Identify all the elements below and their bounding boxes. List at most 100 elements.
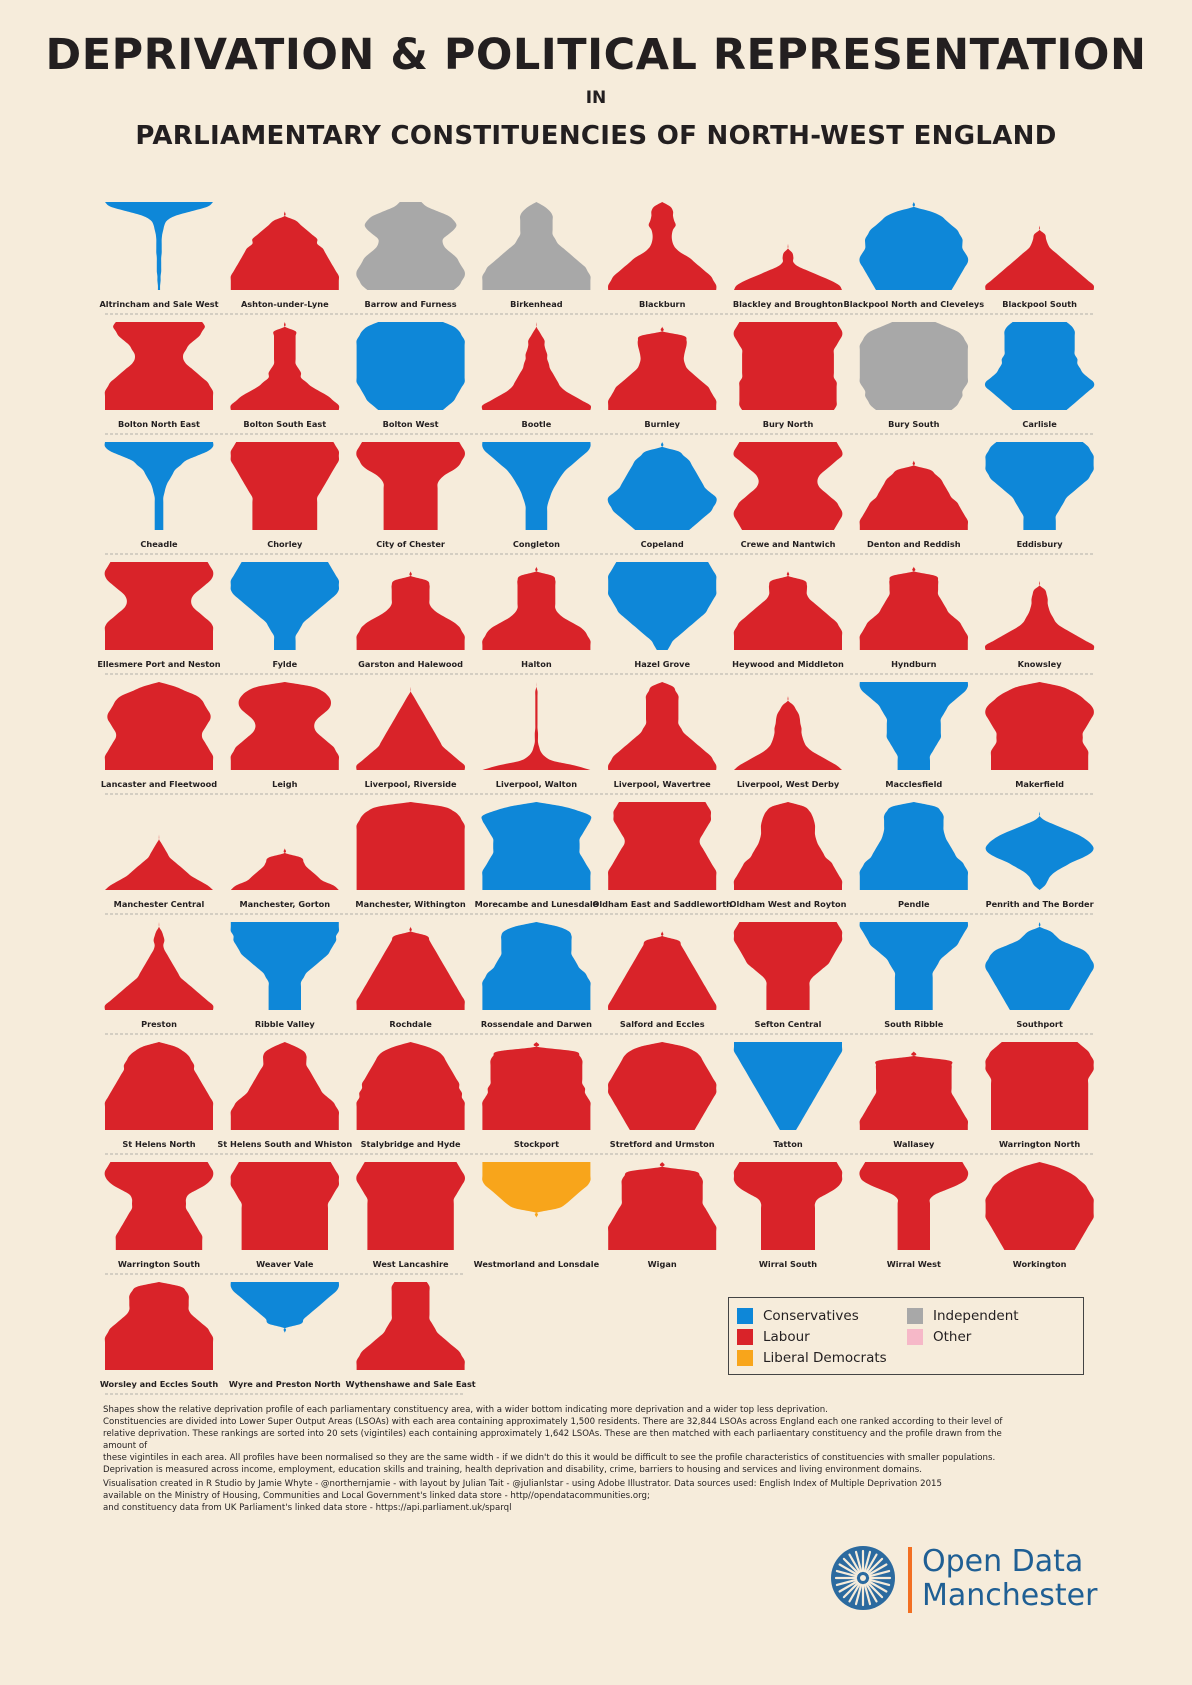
- violin-shape: [356, 1282, 465, 1370]
- violin-shape: [230, 442, 340, 530]
- violin-shape: [733, 442, 843, 530]
- constituency-label: Wallasey: [893, 1139, 935, 1149]
- starburst-logo-icon: [831, 1546, 895, 1610]
- violin-shape: [859, 442, 969, 530]
- page-title: DEPRIVATION & POLITICAL REPRESENTATION: [45, 30, 1147, 80]
- constituency-label: Bolton South East: [243, 419, 326, 429]
- violin-shape: [105, 802, 213, 890]
- page-subtitle: PARLIAMENTARY CONSTITUENCIES OF NORTH-WE…: [135, 121, 1057, 151]
- constituency-label: Copeland: [641, 539, 684, 549]
- violin-shape: [481, 802, 592, 890]
- violin-shape: [104, 322, 214, 410]
- violin-shape: [985, 682, 1094, 770]
- violin-shape: [859, 1162, 969, 1250]
- violin-shape: [482, 562, 591, 650]
- violin-shape: [859, 682, 969, 770]
- violin-shape: [985, 802, 1094, 890]
- open-data-manchester-logo: Open Data Manchester: [828, 1543, 1097, 1618]
- constituency-label: Bootle: [522, 419, 552, 429]
- legend-label: Conservatives: [763, 1308, 859, 1324]
- constituency-label: Wirral South: [759, 1259, 817, 1269]
- legend-item-independent: Independent: [907, 1308, 1019, 1324]
- violin-shape: [230, 1162, 340, 1250]
- violin-shape: [734, 682, 842, 770]
- violin-shape: [482, 202, 591, 290]
- constituency-label: St Helens North: [122, 1139, 195, 1149]
- violin-shape: [984, 562, 1095, 650]
- constituency-label: Morecambe and Lunesdale: [475, 899, 599, 909]
- constituency-label: Manchester, Withington: [355, 899, 465, 909]
- violin-shape: [356, 442, 465, 530]
- constituency-label: Altrincham and Sale West: [99, 299, 218, 309]
- constituency-label: Liverpool, West Derby: [737, 779, 840, 789]
- legend-label: Independent: [933, 1308, 1019, 1324]
- logo-divider: [908, 1547, 912, 1613]
- constituency-label: Chorley: [267, 539, 303, 549]
- violin-shape: [104, 1042, 214, 1130]
- logo-line: Manchester: [922, 1578, 1098, 1613]
- constituency-label: Birkenhead: [510, 299, 563, 309]
- violin-shape: [985, 442, 1094, 530]
- legend-swatch: [907, 1308, 923, 1324]
- constituency-label: Stockport: [514, 1139, 559, 1149]
- constituency-label: Bury South: [888, 419, 940, 429]
- constituency-label: Tatton: [773, 1139, 803, 1149]
- violin-shape: [608, 322, 717, 410]
- constituency-label: Bolton North East: [118, 419, 200, 429]
- constituency-label: Stalybridge and Hyde: [361, 1139, 461, 1149]
- constituency-label: Wythenshawe and Sale East: [345, 1379, 475, 1389]
- constituency-label: Bolton West: [383, 419, 439, 429]
- constituency-label: Blackley and Broughton: [733, 299, 843, 309]
- violin-shape: [230, 802, 339, 890]
- violin-shape: [230, 682, 340, 770]
- violin-shape: [105, 202, 213, 290]
- constituency-label: Heywood and Middleton: [732, 659, 844, 669]
- constituency-label: Knowsley: [1018, 659, 1063, 669]
- constituency-label: Oldham West and Royton: [730, 899, 847, 909]
- violin-shape: [482, 1162, 591, 1250]
- violin-shape: [608, 682, 717, 770]
- violin-shape: [356, 1162, 465, 1250]
- violin-shape: [104, 1162, 214, 1250]
- legend-label: Labour: [763, 1329, 810, 1345]
- violin-shape: [607, 442, 717, 530]
- violin-shape: [230, 1042, 340, 1130]
- violin-shape: [230, 202, 340, 290]
- constituency-label: St Helens South and Whiston: [217, 1139, 352, 1149]
- constituency-label: Leigh: [272, 779, 297, 789]
- note-line: Shapes show the relative deprivation pro…: [103, 1405, 828, 1415]
- constituency-label: Fylde: [272, 659, 297, 669]
- violin-shape: [104, 922, 214, 1010]
- subtitle-in: IN: [585, 88, 607, 108]
- legend-label: Liberal Democrats: [763, 1350, 887, 1366]
- violin-shape: [733, 802, 843, 890]
- constituency-label: Halton: [521, 659, 552, 669]
- note-line: these vigintiles in each area. All profi…: [103, 1453, 996, 1464]
- violin-shape: [356, 1042, 465, 1130]
- violin-shape: [481, 322, 592, 410]
- violin-shape: [104, 562, 214, 650]
- violin-shape: [859, 562, 969, 650]
- violin-shape: [608, 802, 717, 890]
- constituency-label: Burnley: [644, 419, 680, 429]
- constituency-label: City of Chester: [376, 539, 446, 549]
- legend-label: Other: [933, 1329, 972, 1345]
- constituency-label: Weaver Vale: [256, 1259, 314, 1269]
- violin-shape: [859, 322, 969, 410]
- constituency-label: South Ribble: [884, 1019, 944, 1029]
- constituency-label: Penrith and The Border: [986, 899, 1095, 909]
- violin-shape: [984, 322, 1095, 410]
- violin-shape: [608, 1042, 717, 1130]
- violin-shape: [356, 922, 465, 1010]
- constituency-label: Blackpool North and Cleveleys: [843, 299, 984, 309]
- legend: Conservatives Independent Labour Other L…: [728, 1297, 1084, 1375]
- constituency-label: Warrington North: [999, 1139, 1080, 1149]
- legend-item-conservatives: Conservatives: [737, 1308, 859, 1324]
- legend-swatch: [737, 1350, 753, 1366]
- violin-shape: [482, 442, 591, 530]
- constituency-label: Worsley and Eccles South: [100, 1379, 219, 1389]
- constituency-label: West Lancashire: [373, 1259, 449, 1269]
- violin-shape: [608, 562, 717, 650]
- constituency-label: Hyndburn: [891, 659, 937, 669]
- violin-shape: [230, 1282, 340, 1370]
